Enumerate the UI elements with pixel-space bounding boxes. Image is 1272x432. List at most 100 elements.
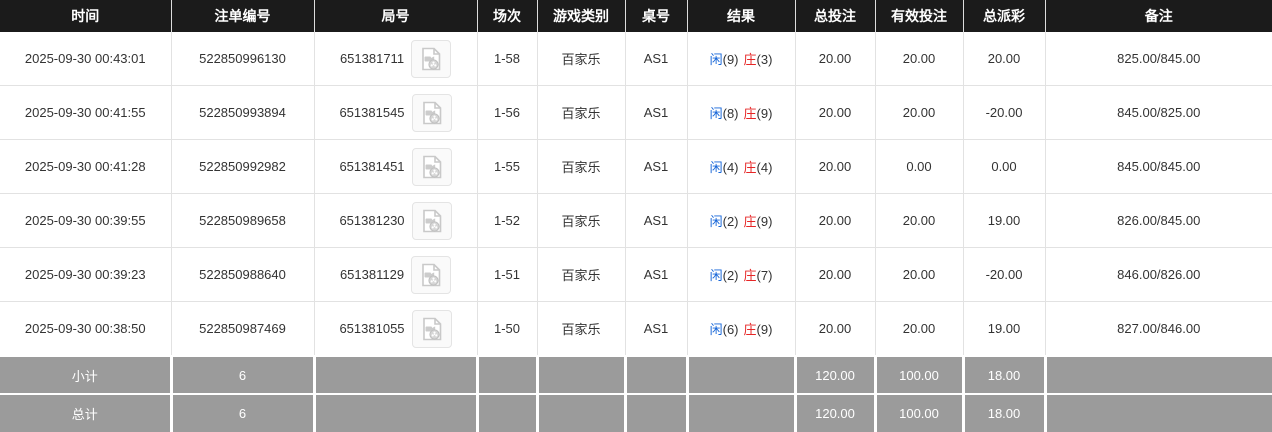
cell-bet-no: 522850992982 (171, 139, 315, 194)
video-replay-button[interactable] (411, 39, 452, 78)
cell-total-bet: 20.00 (795, 247, 876, 302)
video-file-icon (422, 317, 441, 340)
result-player-value: (9) (722, 52, 739, 67)
cell-table-no: AS1 (625, 247, 688, 302)
cell-table-no: AS1 (625, 139, 688, 194)
cell-time: 2025-09-30 00:39:55 (0, 193, 172, 248)
cell-time: 2025-09-30 00:38:50 (0, 301, 172, 357)
cell-valid-bet: 20.00 (875, 32, 964, 86)
col-header-round-no: 局号 (313, 0, 477, 32)
cell-valid-bet: 0.00 (875, 139, 964, 194)
cell-time: 2025-09-30 00:41:28 (0, 139, 172, 194)
subtotal-label: 小计 (0, 355, 173, 394)
result-banker-value: (9) (756, 322, 773, 337)
cell-game-type: 百家乐 (537, 139, 626, 194)
cell-round-no: 651381545 (314, 85, 478, 140)
round-no-text: 651381451 (339, 159, 405, 174)
cell-bet-no: 522850993894 (171, 85, 315, 140)
result-banker-value: (9) (756, 106, 773, 121)
result-player-value: (2) (722, 268, 739, 283)
cell-time: 2025-09-30 00:39:23 (0, 247, 172, 302)
cell-game-type: 百家乐 (537, 85, 626, 140)
round-no-text: 651381055 (339, 321, 405, 336)
cell-payout: 19.00 (963, 193, 1046, 248)
cell-total-bet: 20.00 (795, 85, 876, 140)
cell-session: 1-52 (477, 193, 538, 248)
result-player-label: 闲 (709, 52, 723, 67)
cell-table-no: AS1 (625, 32, 688, 86)
result-banker-label: 庄 (743, 322, 757, 337)
col-header-bet-no: 注单编号 (170, 0, 314, 32)
cell-payout: -20.00 (963, 247, 1046, 302)
video-replay-button[interactable] (411, 255, 452, 294)
cell-valid-bet: 20.00 (875, 247, 964, 302)
result-banker-label: 庄 (743, 160, 757, 175)
grand-total-row: 总计 6 120.00 100.00 18.00 (0, 393, 1272, 432)
video-replay-button[interactable] (411, 147, 452, 186)
result-banker-value: (9) (756, 214, 773, 229)
cell-session: 1-50 (477, 301, 538, 357)
cell-table-no: AS1 (625, 193, 688, 248)
table-row: 2025-09-30 00:38:50 522850987469 6513810… (0, 301, 1272, 357)
video-replay-button[interactable] (411, 93, 452, 132)
subtotal-total-bet: 120.00 (795, 355, 877, 394)
result-player-label: 闲 (709, 214, 723, 229)
table-header: 时间 注单编号 局号 场次 游戏类别 桌号 结果 总投注 有效投注 总派彩 备注 (0, 0, 1272, 32)
col-header-payout: 总派彩 (962, 0, 1045, 32)
col-header-game-type: 游戏类别 (536, 0, 625, 32)
video-replay-button[interactable] (411, 309, 452, 348)
subtotal-payout: 18.00 (963, 355, 1047, 394)
cell-payout: 19.00 (963, 301, 1046, 357)
cell-total-bet: 20.00 (795, 301, 876, 357)
result-banker-value: (7) (756, 268, 773, 283)
cell-time: 2025-09-30 00:43:01 (0, 32, 172, 86)
cell-payout: 20.00 (963, 32, 1046, 86)
video-file-icon (422, 155, 441, 178)
col-header-time: 时间 (0, 0, 171, 32)
result-player-value: (4) (722, 160, 739, 175)
grand-total-label: 总计 (0, 393, 173, 432)
cell-bet-no: 522850989658 (171, 193, 315, 248)
col-header-total-bet: 总投注 (794, 0, 875, 32)
result-banker-label: 庄 (743, 106, 757, 121)
cell-result: 闲(9) 庄(3) (687, 32, 796, 86)
video-file-icon (422, 47, 441, 70)
col-header-result: 结果 (686, 0, 795, 32)
cell-remark: 825.00/845.00 (1045, 32, 1272, 86)
grand-total-payout: 18.00 (963, 393, 1047, 432)
cell-payout: -20.00 (963, 85, 1046, 140)
result-player-label: 闲 (709, 268, 723, 283)
cell-payout: 0.00 (963, 139, 1046, 194)
table-body: 2025-09-30 00:43:01 522850996130 6513817… (0, 32, 1272, 357)
col-header-session: 场次 (476, 0, 537, 32)
cell-result: 闲(8) 庄(9) (687, 85, 796, 140)
cell-session: 1-51 (477, 247, 538, 302)
result-banker-value: (3) (756, 52, 773, 67)
result-player-label: 闲 (709, 322, 723, 337)
table-row: 2025-09-30 00:41:55 522850993894 6513815… (0, 85, 1272, 140)
subtotal-row: 小计 6 120.00 100.00 18.00 (0, 355, 1272, 394)
table-row: 2025-09-30 00:43:01 522850996130 6513817… (0, 32, 1272, 86)
subtotal-valid-bet: 100.00 (875, 355, 965, 394)
cell-valid-bet: 20.00 (875, 193, 964, 248)
cell-round-no: 651381230 (314, 193, 478, 248)
cell-remark: 845.00/825.00 (1045, 85, 1272, 140)
cell-round-no: 651381129 (314, 247, 478, 302)
video-replay-button[interactable] (411, 201, 452, 240)
cell-table-no: AS1 (625, 301, 688, 357)
result-player-label: 闲 (709, 106, 723, 121)
cell-bet-no: 522850987469 (171, 301, 315, 357)
cell-total-bet: 20.00 (795, 139, 876, 194)
round-no-text: 651381129 (339, 267, 405, 282)
cell-session: 1-56 (477, 85, 538, 140)
cell-valid-bet: 20.00 (875, 301, 964, 357)
cell-remark: 826.00/845.00 (1045, 193, 1272, 248)
cell-game-type: 百家乐 (537, 32, 626, 86)
round-no-text: 651381230 (339, 213, 405, 228)
cell-game-type: 百家乐 (537, 247, 626, 302)
cell-remark: 827.00/846.00 (1045, 301, 1272, 357)
cell-round-no: 651381451 (314, 139, 478, 194)
cell-game-type: 百家乐 (537, 193, 626, 248)
cell-session: 1-55 (477, 139, 538, 194)
